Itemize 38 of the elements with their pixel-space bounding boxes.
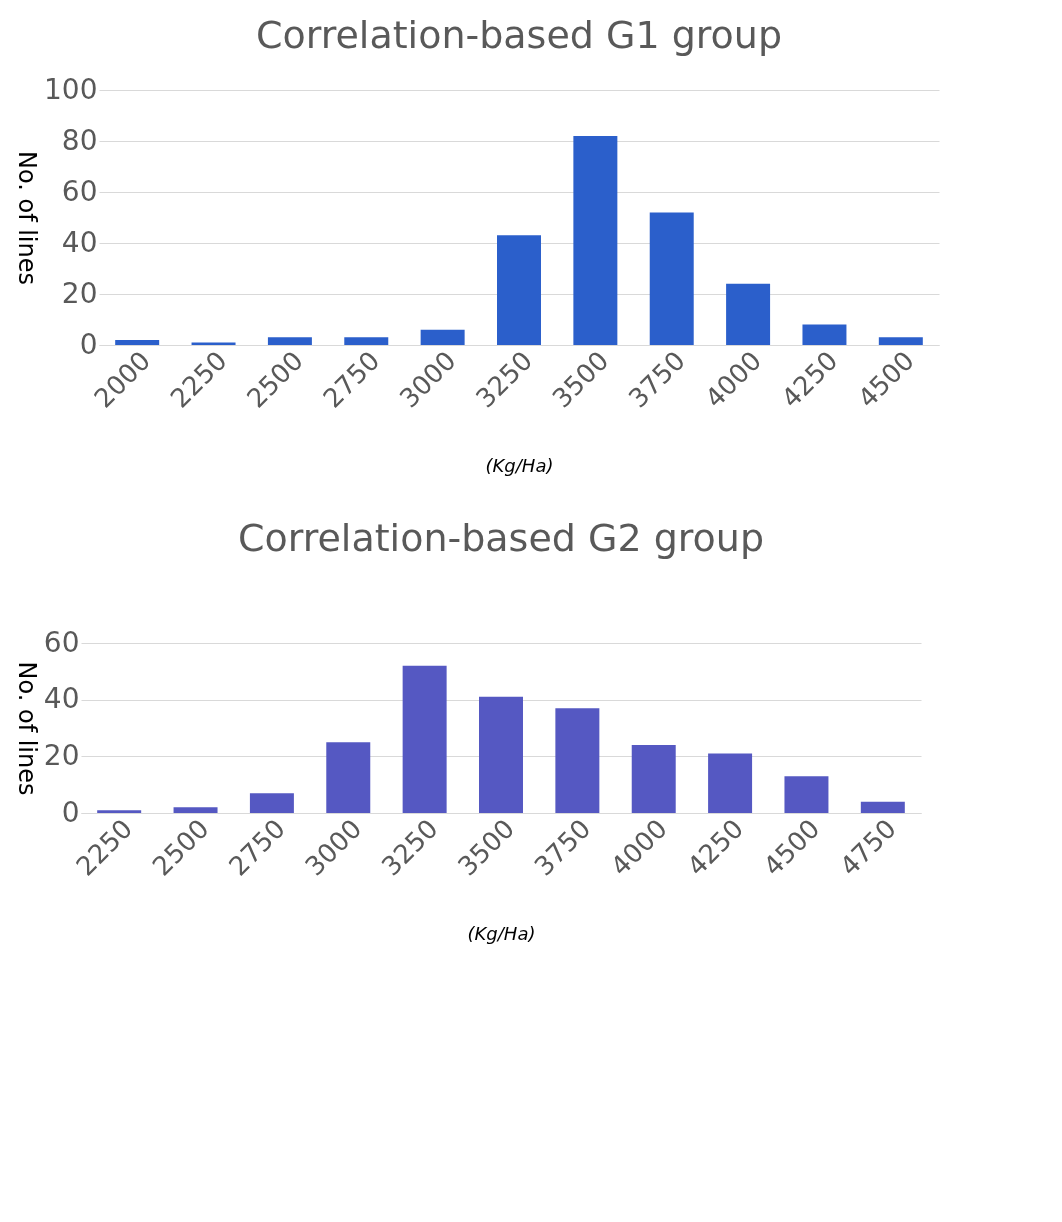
y-axis-title: No. of lines xyxy=(13,150,42,286)
x-axis-title: (Kg/Ha) xyxy=(467,922,536,944)
chart-title: Correlation-based G1 group xyxy=(255,13,783,57)
y-axis-title: No. of lines xyxy=(12,661,41,796)
bar xyxy=(326,742,371,813)
y-tick-label: 0 xyxy=(79,327,98,361)
bar xyxy=(649,212,694,345)
y-tick-label: 0 xyxy=(61,795,80,829)
bar xyxy=(631,745,676,813)
bar xyxy=(479,696,523,813)
bar xyxy=(726,283,771,345)
bar xyxy=(555,708,600,813)
bar xyxy=(191,342,236,345)
bar xyxy=(784,776,829,813)
bar xyxy=(402,665,447,813)
bar xyxy=(249,793,294,813)
y-tick-label: 100 xyxy=(44,72,98,106)
bar xyxy=(802,324,847,345)
y-tick-label: 80 xyxy=(61,123,98,157)
y-tick-label: 20 xyxy=(43,738,80,772)
y-tick-label: 40 xyxy=(61,225,98,259)
y-tick-label: 40 xyxy=(43,682,80,716)
bar xyxy=(344,337,389,345)
bar xyxy=(860,801,905,813)
bar xyxy=(497,235,541,345)
chart-title: Correlation-based G2 group xyxy=(237,516,765,560)
bar xyxy=(708,753,753,813)
x-axis-title: (Kg/Ha) xyxy=(485,454,554,476)
bar xyxy=(420,329,465,345)
bar xyxy=(878,337,923,345)
bar xyxy=(267,337,312,345)
y-tick-label: 60 xyxy=(43,625,80,659)
y-tick-label: 20 xyxy=(61,276,98,310)
bar xyxy=(97,810,142,813)
bar xyxy=(573,135,618,345)
bar xyxy=(115,339,160,345)
y-tick-label: 60 xyxy=(61,174,98,208)
bar xyxy=(173,807,218,813)
